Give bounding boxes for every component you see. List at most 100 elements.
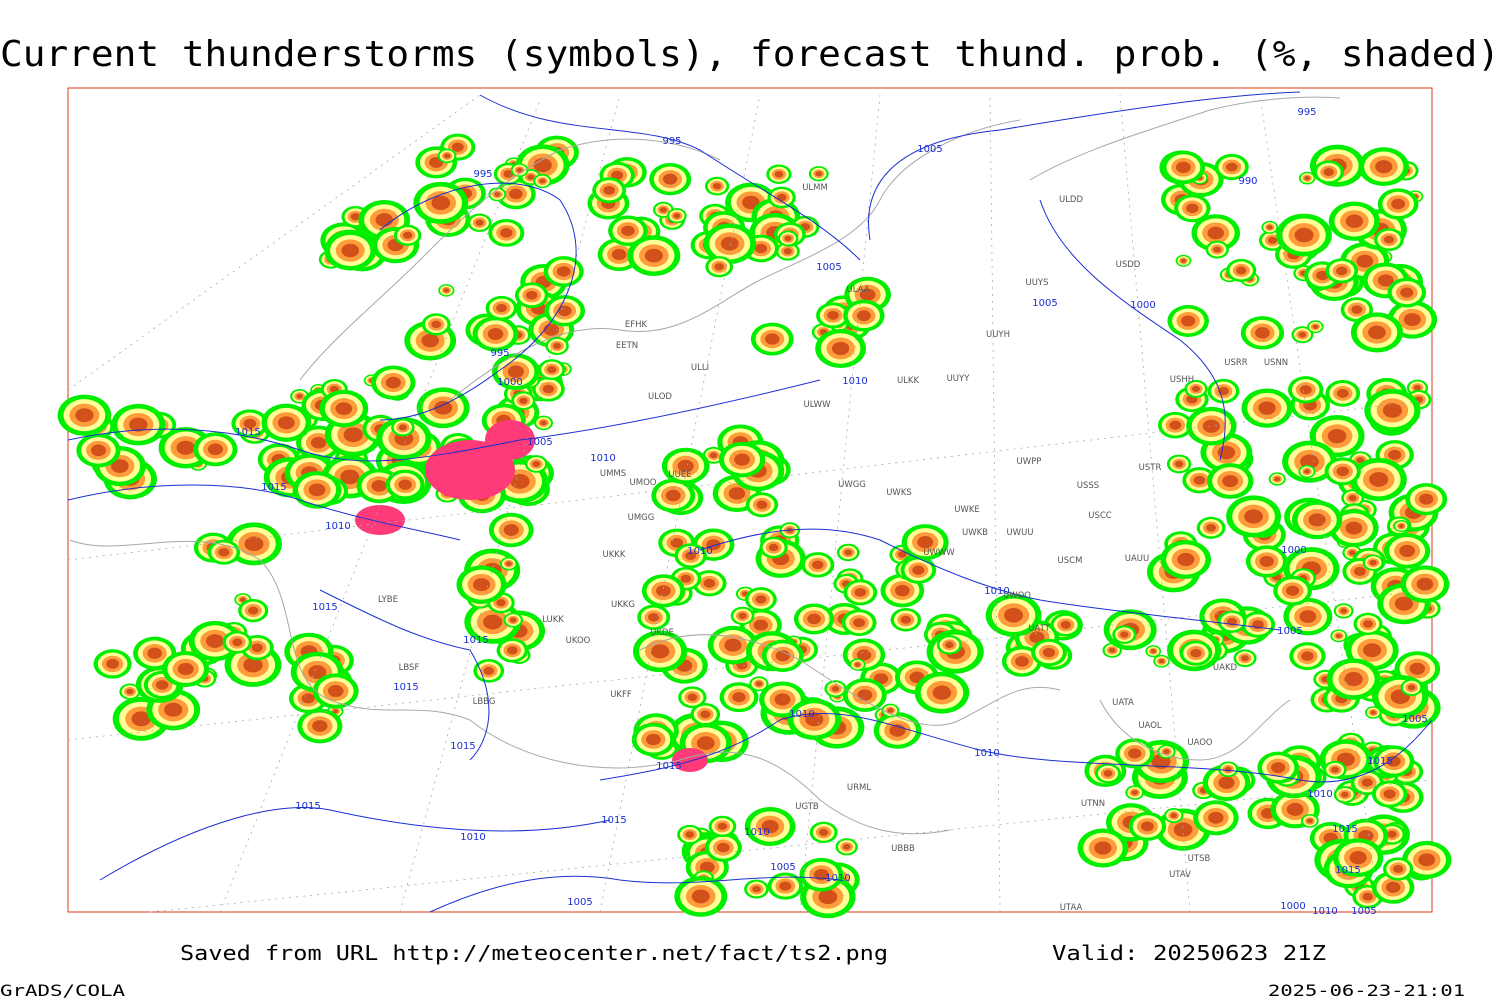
station-code: ULMM <box>802 183 828 193</box>
shading-cell <box>110 459 129 473</box>
station-code: UBBB <box>891 844 915 854</box>
shading-cell <box>1222 474 1239 488</box>
coastlines <box>69 96 1341 835</box>
shading-cell <box>1385 881 1401 893</box>
station-code: UUYH <box>986 330 1010 340</box>
shading-cell <box>1356 254 1374 268</box>
station-code: UUYY <box>947 374 971 384</box>
shading-cell <box>164 702 183 717</box>
shading-cell <box>1244 509 1263 524</box>
shading-cell <box>90 444 106 457</box>
shading-cell <box>1382 403 1402 418</box>
shading-cell <box>650 644 670 659</box>
shading-cell <box>1312 324 1319 329</box>
isobar-label: 1010 <box>1307 789 1332 800</box>
shading-cell <box>547 366 557 374</box>
shading-cell <box>1193 475 1206 485</box>
shading-cell <box>500 228 513 238</box>
isobar-label: 1005 <box>1277 626 1302 637</box>
shading-cell <box>1399 544 1416 557</box>
shading-cell <box>1108 647 1116 653</box>
shading-cell <box>1363 643 1382 658</box>
shading-cell <box>1351 305 1363 314</box>
shading-cell <box>738 612 747 619</box>
shading-cell <box>842 843 851 850</box>
shading-cell <box>709 452 718 459</box>
shading-cell <box>1306 818 1313 824</box>
isobar-label: 1015 <box>295 801 320 812</box>
shading-cell <box>244 536 264 552</box>
shading-cell <box>691 889 710 904</box>
station-code: UATA <box>1112 698 1134 708</box>
station-code: UWKE <box>954 505 980 515</box>
station-code: USDD <box>1116 260 1141 270</box>
shading-cell <box>1163 749 1170 754</box>
shading-cell <box>1192 385 1200 392</box>
shading-cell <box>509 617 517 623</box>
shading-cell <box>1308 513 1326 527</box>
shading-cell <box>483 614 503 630</box>
shading-cell <box>1060 620 1071 629</box>
shading-cell <box>434 400 453 415</box>
shading-cell <box>1259 555 1274 567</box>
shading-cell <box>507 365 524 378</box>
shading-cell <box>897 551 907 558</box>
isobar-label: 1015 <box>1335 865 1360 876</box>
shading-cell <box>398 424 407 431</box>
shading-cell <box>1345 214 1364 228</box>
isobar-label: 1015 <box>393 682 418 693</box>
shading-cell <box>106 658 120 669</box>
shading-cell <box>1391 198 1406 210</box>
shading-cell <box>557 305 572 317</box>
shading-cell <box>443 288 450 293</box>
shading-cell <box>1383 789 1396 799</box>
shading-cell <box>1190 648 1202 658</box>
isobar-label: 995 <box>473 169 492 180</box>
shading-cell <box>1383 235 1395 244</box>
shading-cell <box>277 416 295 430</box>
shading-cell <box>1369 472 1389 487</box>
shading-cell <box>519 397 528 404</box>
station-code: ULKK <box>897 376 920 386</box>
shading-cell <box>1316 270 1329 281</box>
shading-cell <box>239 597 246 602</box>
shading-cell <box>1388 449 1402 460</box>
shading-cell <box>532 460 541 467</box>
shading-cell <box>1345 521 1363 535</box>
station-code: UTNN <box>1081 799 1105 809</box>
shading-cell <box>755 595 767 604</box>
shading-cell <box>1180 258 1187 263</box>
shading-cell <box>506 646 518 655</box>
isobar-label: 1010 <box>325 521 350 532</box>
source-url: Saved from URL http://meteocenter.net/fa… <box>180 941 888 965</box>
shading-cell <box>1407 684 1416 691</box>
shading-cell <box>717 822 728 830</box>
shading-cell <box>335 402 353 415</box>
station-code: UWWW <box>923 548 955 558</box>
shading-cell <box>308 665 327 680</box>
shading-cell <box>540 420 547 426</box>
shading-cell <box>720 236 739 251</box>
isobar-label: 1000 <box>1281 545 1306 556</box>
isobar-label: 1005 <box>770 862 795 873</box>
shading-cell <box>251 643 263 653</box>
shading-cell <box>894 584 910 597</box>
isobar-label: 1010 <box>974 748 999 759</box>
shading-cell <box>1348 494 1357 502</box>
shading-cell <box>431 195 451 211</box>
shading-cell <box>900 615 912 624</box>
shading-cell <box>1266 225 1273 230</box>
shading-cell <box>1158 659 1165 664</box>
shading-cell <box>1409 662 1426 675</box>
shading-cell <box>685 551 697 560</box>
shading-cell <box>526 290 538 300</box>
shading-cell <box>1225 162 1238 172</box>
isobar-label: 1005 <box>917 144 942 155</box>
shading-cell <box>1304 175 1310 181</box>
shading-cell <box>1348 550 1356 556</box>
shading-cell <box>126 688 134 695</box>
station-code: ULDD <box>1059 195 1084 205</box>
shading-cell <box>340 469 360 485</box>
shading-cell <box>1150 649 1156 654</box>
shading-cell <box>917 536 934 549</box>
